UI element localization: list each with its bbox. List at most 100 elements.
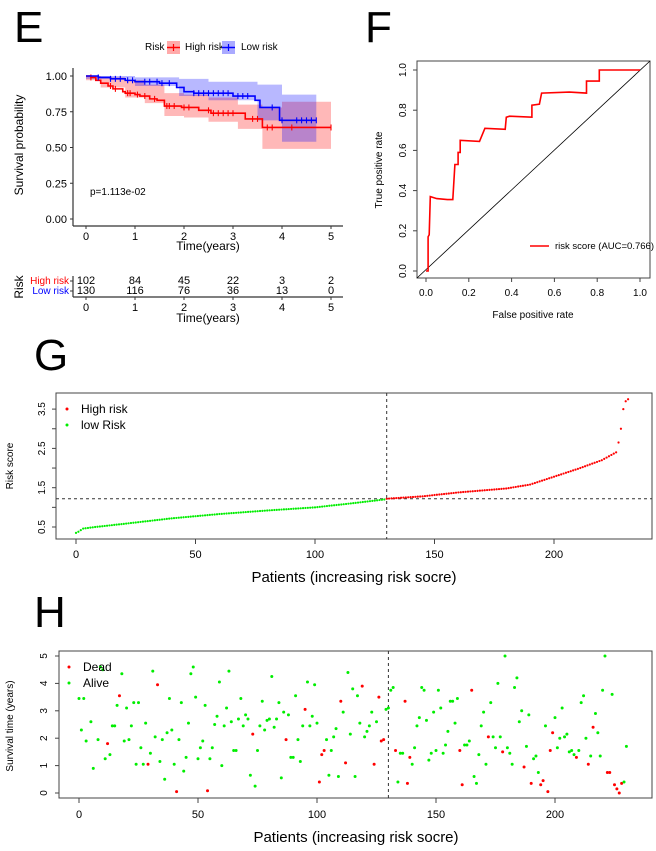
low-risk-point: [113, 523, 116, 527]
survival-status-x-label: Patients (increasing risk socre): [253, 829, 458, 846]
risk-table-cell: 3: [279, 275, 285, 287]
high-risk-point: [595, 460, 599, 464]
alive-point: [275, 717, 279, 721]
alive-point: [334, 727, 338, 731]
alive-point: [401, 751, 405, 755]
high-risk-point: [507, 486, 510, 490]
risk-table-cell: 102: [77, 275, 95, 287]
high-risk-point: [457, 491, 460, 494]
alive-point: [225, 706, 229, 710]
low-risk-point: [378, 498, 381, 502]
alive-point: [601, 688, 605, 692]
alive-point: [148, 751, 152, 755]
alive-point: [279, 776, 283, 780]
low-risk-point: [321, 505, 324, 508]
dead-point: [146, 762, 150, 766]
km-p-value: p=1.113e-02: [90, 187, 146, 198]
g-x-tick-label: 150: [425, 549, 443, 561]
alive-point: [184, 755, 188, 759]
alive-point: [77, 696, 81, 700]
km-x-tick-label: 0: [83, 231, 89, 243]
high-risk-point: [588, 463, 591, 466]
risk-score-plot-box: [55, 392, 653, 540]
low-risk-point: [361, 500, 364, 504]
roc-y-tick-label: 0.2: [398, 223, 409, 237]
alive-point: [236, 717, 240, 721]
panel-letter-h: H: [34, 588, 66, 637]
alive-point: [484, 762, 488, 766]
dead-point: [470, 688, 474, 692]
alive-point: [596, 731, 600, 735]
alive-point: [103, 757, 107, 761]
alive-point: [351, 687, 355, 691]
alive-point: [396, 780, 400, 784]
alive-point: [272, 725, 276, 729]
alive-point: [532, 757, 536, 761]
high-risk-point: [488, 488, 491, 491]
alive-point: [113, 724, 117, 728]
alive-point: [524, 744, 528, 748]
dead-point: [403, 699, 407, 703]
high-risk-point: [622, 408, 625, 411]
high-risk-point: [462, 490, 465, 494]
survival-status-plot-box: [58, 650, 653, 799]
low-risk-point: [77, 530, 80, 533]
alive-point: [375, 720, 378, 724]
legend-dead-dot: [67, 665, 71, 669]
h-y-tick-label: 5: [39, 653, 50, 659]
risk-table-x-tick-label: 2: [181, 302, 187, 314]
alive-point: [115, 703, 119, 707]
alive-point: [241, 724, 245, 728]
alive-point: [151, 669, 155, 673]
alive-point: [565, 732, 569, 736]
alive-point: [158, 759, 162, 763]
km-y-tick-label: 1.00: [46, 71, 67, 83]
high-risk-point: [557, 474, 560, 477]
dead-point: [620, 781, 624, 785]
g-x-tick-label: 100: [306, 549, 324, 561]
low-risk-point: [129, 521, 133, 525]
high-risk-point: [509, 486, 513, 489]
low-risk-point: [168, 517, 171, 520]
alive-point: [503, 654, 507, 658]
g-y-tick-label: 0.5: [37, 520, 48, 534]
alive-point: [144, 721, 148, 725]
alive-point: [494, 746, 497, 750]
alive-point: [165, 731, 169, 735]
high-risk-point: [411, 495, 415, 499]
h-y-tick-label: 0: [39, 790, 50, 796]
low-risk-point: [215, 513, 219, 516]
high-risk-point: [414, 495, 417, 498]
alive-point: [446, 729, 450, 733]
roc-plot-box: [416, 60, 651, 279]
alive-point: [479, 724, 483, 728]
high-risk-point: [392, 497, 395, 500]
high-risk-point: [419, 495, 422, 498]
alive-point: [482, 710, 486, 714]
dead-point: [394, 749, 398, 753]
high-risk-point: [387, 497, 391, 500]
low-risk-point: [235, 511, 238, 514]
km-y-tick-label: 0.50: [46, 143, 67, 155]
low-risk-point: [103, 524, 106, 528]
high-risk-point: [404, 496, 407, 499]
alive-point: [555, 746, 559, 750]
low-risk-point: [134, 521, 137, 524]
high-risk-point: [524, 484, 527, 487]
low-risk-point: [380, 498, 384, 501]
alive-point: [327, 773, 331, 777]
high-risk-point: [497, 487, 501, 491]
high-risk-point: [607, 455, 611, 458]
g-legend-low-risk: low Risk: [81, 418, 127, 432]
dead-point: [613, 783, 616, 787]
alive-point: [582, 694, 586, 698]
high-risk-point: [514, 485, 517, 489]
low-risk-point: [342, 503, 345, 506]
high-risk-point: [576, 467, 580, 470]
alive-point: [132, 701, 136, 705]
dead-point: [501, 750, 505, 754]
alive-point: [244, 713, 248, 717]
alive-point: [391, 686, 395, 690]
low-risk-point: [371, 499, 374, 502]
alive-point: [527, 713, 531, 717]
